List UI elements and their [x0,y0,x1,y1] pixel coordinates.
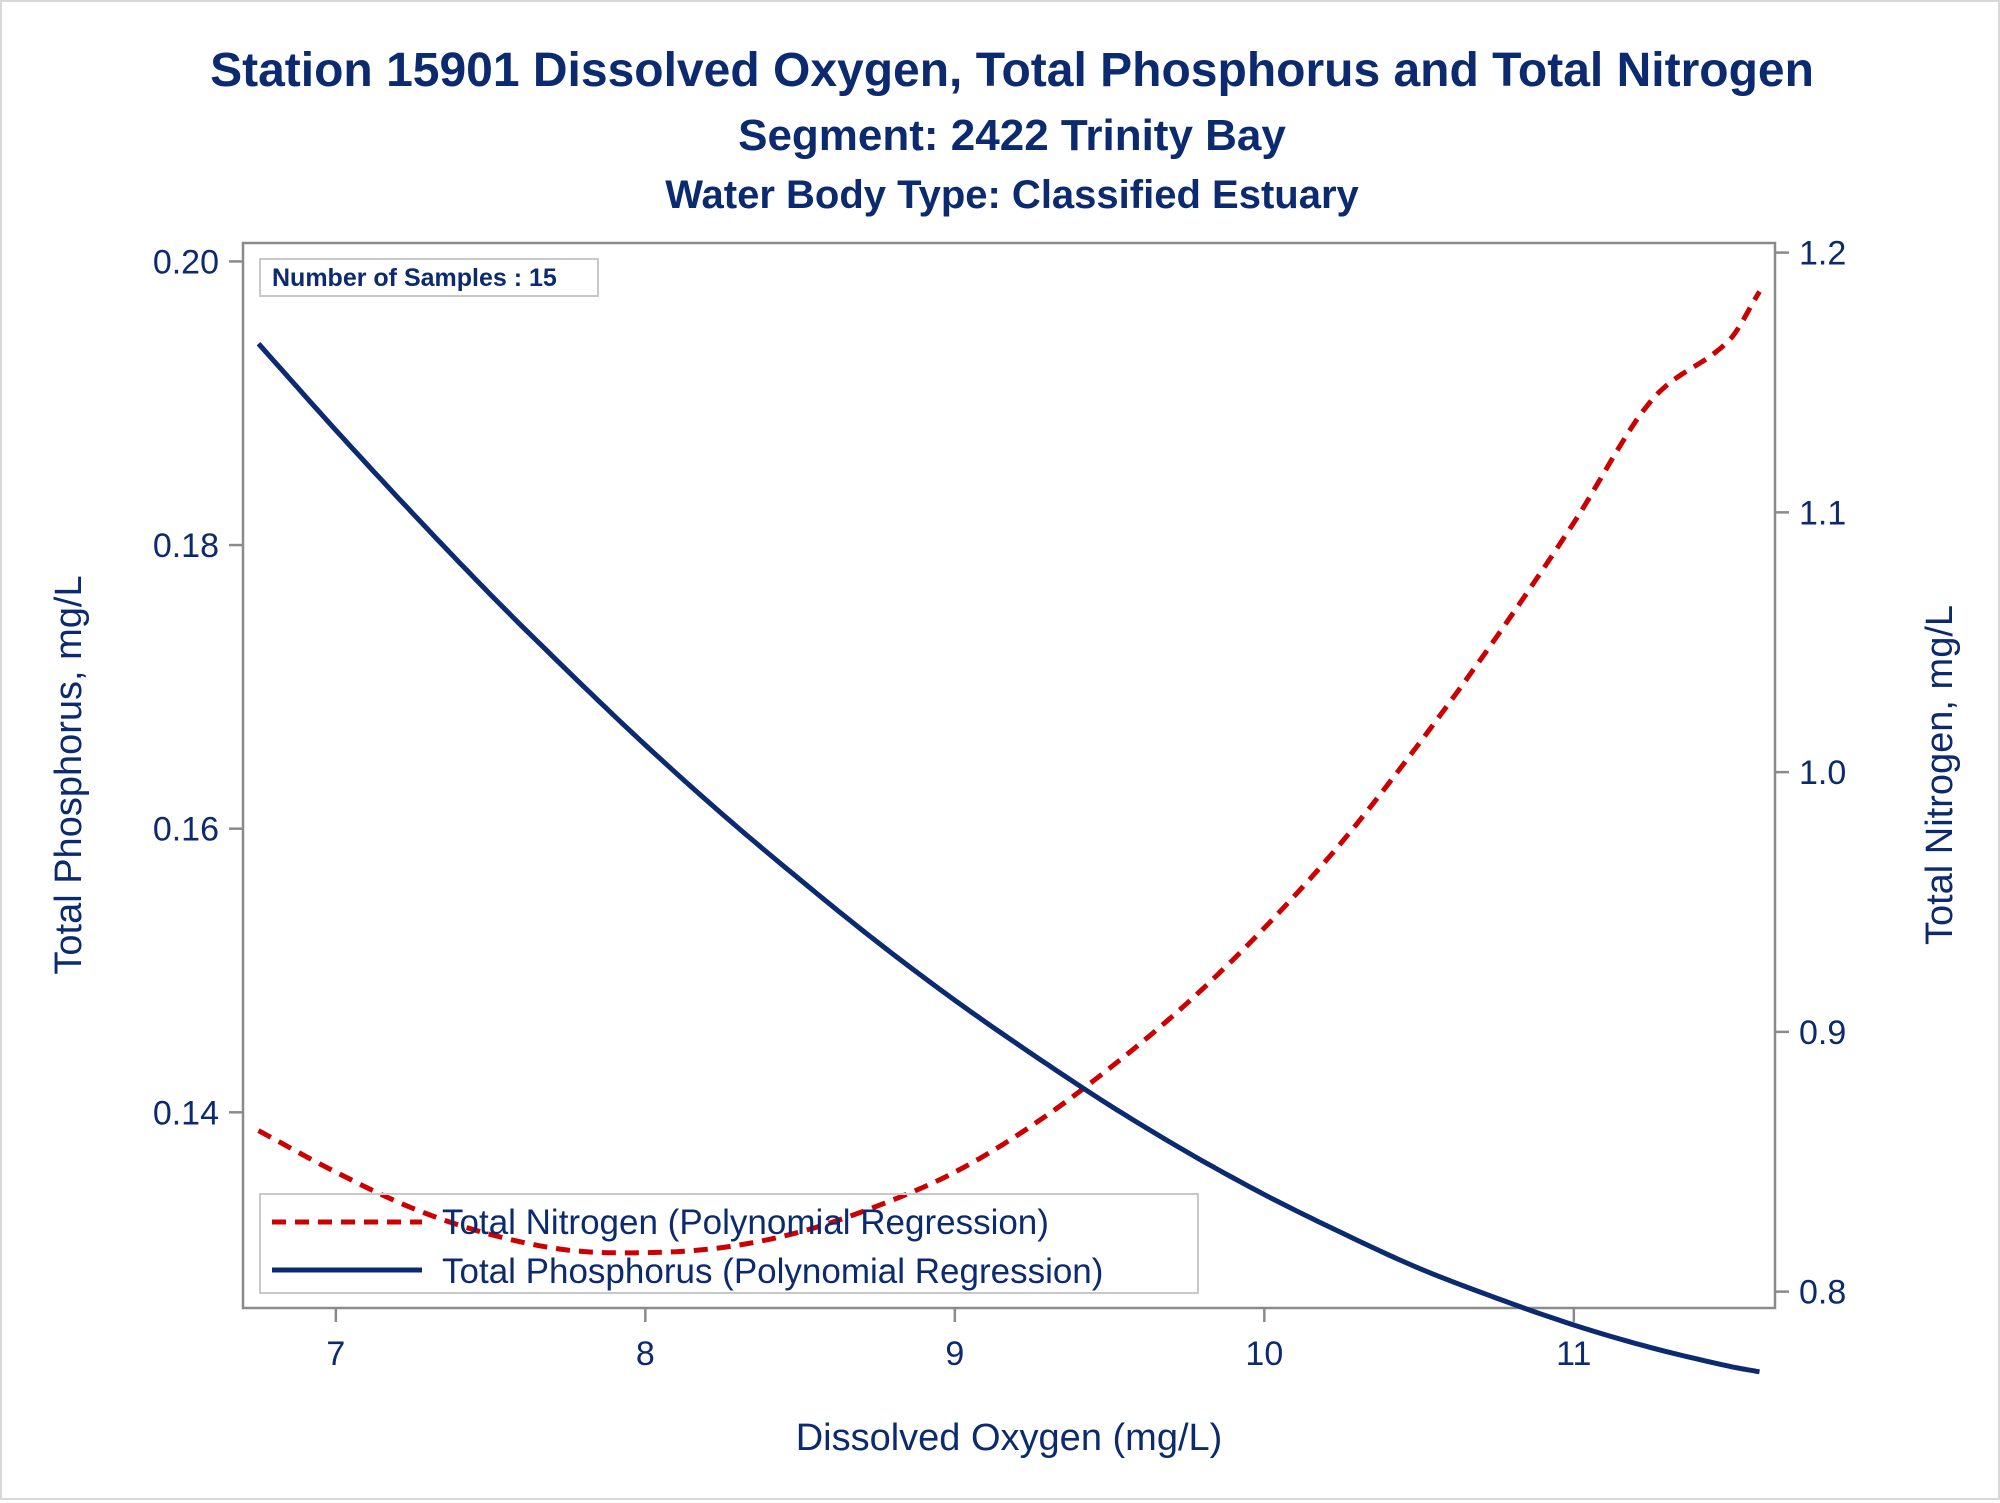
x-tick-label: 9 [945,1335,964,1373]
y2-axis-ticks: 0.8 0.9 1.0 1.1 1.2 [1775,235,1846,1312]
y-axis-ticks: 0.14 0.16 0.18 0.20 [153,243,243,1132]
chart-subtitle-2: Water Body Type: Classified Estuary [665,173,1359,217]
x-axis-label: Dissolved Oxygen (mg/L) [796,1417,1223,1459]
x-tick-label: 7 [326,1335,345,1373]
nitrogen-series-line [257,290,1762,1256]
chart-title: Station 15901 Dissolved Oxygen, Total Ph… [210,44,1814,97]
x-axis-ticks: 7 8 9 10 11 [326,1308,1591,1373]
legend-label-nitrogen: Total Nitrogen (Polynomial Regression) [442,1203,1049,1242]
phosphorus-series-line [256,342,1760,1375]
y2-axis-label: Total Nitrogen, mg/L [1919,605,1961,945]
samples-inset-box [259,258,599,297]
y-tick-label: 0.16 [153,811,219,849]
y-tick-label: 0.14 [153,1094,219,1132]
legend-box [259,1193,1199,1294]
samples-inset-label: Number of Samples : 15 [272,264,557,292]
y2-tick-label: 0.8 [1799,1274,1846,1312]
x-tick-label: 8 [636,1335,655,1373]
y-tick-label: 0.18 [153,527,219,565]
y2-tick-label: 1.0 [1799,754,1846,792]
series-group [256,290,1762,1375]
y2-tick-label: 1.1 [1799,494,1846,532]
x-tick-label: 10 [1245,1335,1283,1373]
y2-tick-label: 1.2 [1799,235,1846,273]
chart-subtitle: Segment: 2422 Trinity Bay [738,111,1286,160]
y-tick-label: 0.20 [153,243,219,281]
legend-label-phosphorus: Total Phosphorus (Polynomial Regression) [442,1252,1103,1291]
plot-area [241,241,1777,1310]
y2-tick-label: 0.9 [1799,1014,1846,1052]
legend: Total Nitrogen (Polynomial Regression) T… [259,1193,1199,1294]
x-tick-label: 11 [1556,1335,1591,1373]
y-axis-label: Total Phosphorus, mg/L [48,575,90,974]
